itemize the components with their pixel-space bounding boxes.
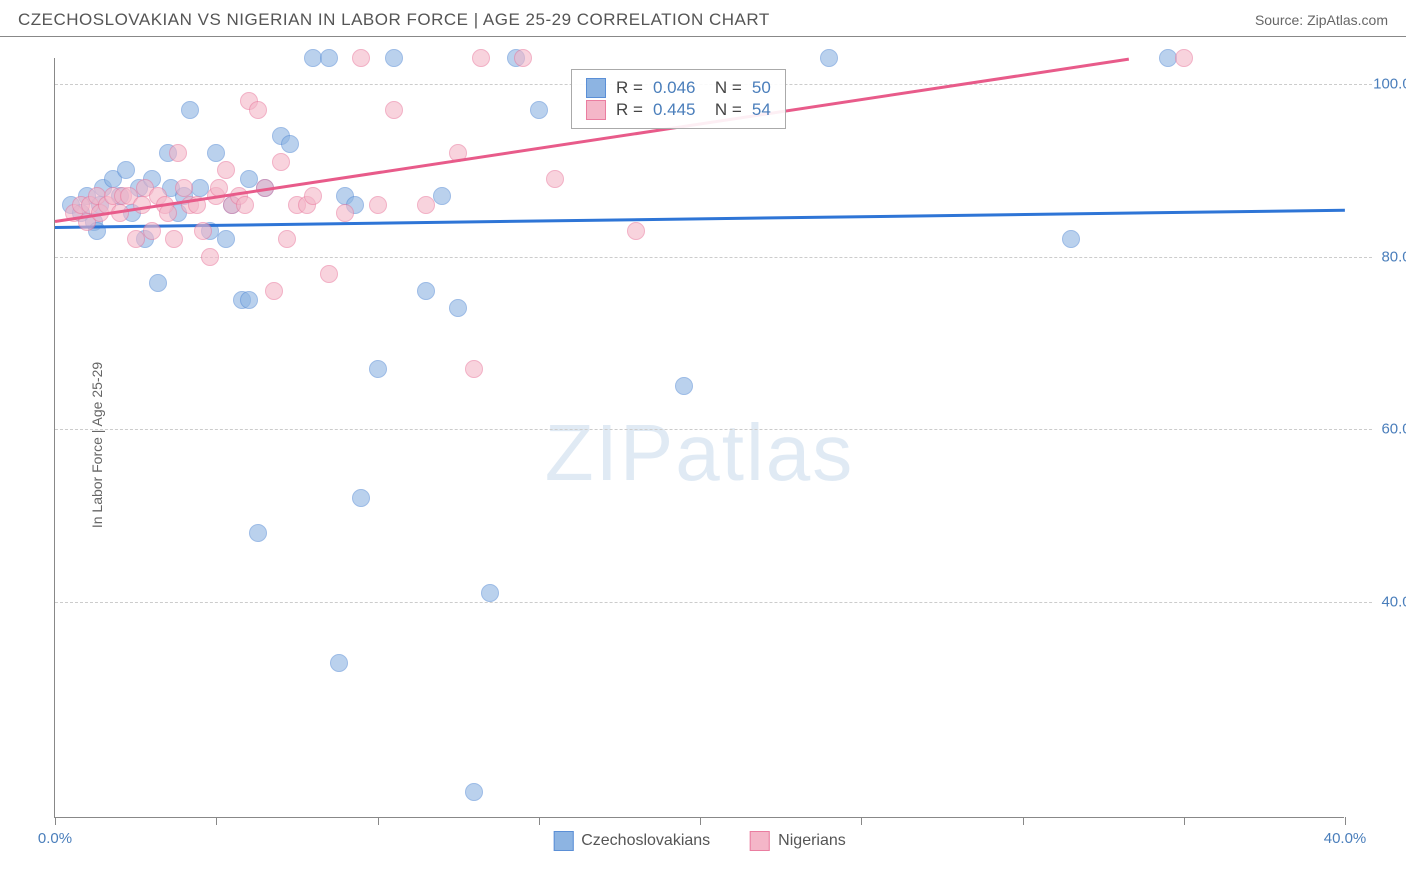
- x-tick: [1023, 817, 1024, 825]
- data-point: [369, 360, 387, 378]
- gridline-h: [55, 429, 1372, 430]
- data-point: [217, 230, 235, 248]
- data-point: [465, 783, 483, 801]
- data-point: [530, 101, 548, 119]
- data-point: [1062, 230, 1080, 248]
- x-tick: [216, 817, 217, 825]
- x-tick: [539, 817, 540, 825]
- data-point: [240, 291, 258, 309]
- chart-header: CZECHOSLOVAKIAN VS NIGERIAN IN LABOR FOR…: [0, 0, 1406, 37]
- stats-r-label: R =: [616, 78, 643, 98]
- stats-row: R = 0.445 N = 54: [586, 100, 771, 120]
- data-point: [352, 489, 370, 507]
- legend-item-czech: Czechoslovakians: [553, 831, 710, 851]
- data-point: [181, 101, 199, 119]
- legend-item-nigerian: Nigerians: [750, 831, 846, 851]
- data-point: [165, 230, 183, 248]
- data-point: [472, 49, 490, 67]
- chart-title: CZECHOSLOVAKIAN VS NIGERIAN IN LABOR FOR…: [18, 10, 770, 30]
- stats-r-value: 0.445: [653, 100, 696, 120]
- data-point: [1175, 49, 1193, 67]
- data-point: [149, 274, 167, 292]
- x-tick: [1345, 817, 1346, 825]
- x-tick: [861, 817, 862, 825]
- gridline-h: [55, 257, 1372, 258]
- stats-swatch: [586, 100, 606, 120]
- legend-swatch-czech: [553, 831, 573, 851]
- stats-r-value: 0.046: [653, 78, 696, 98]
- legend-label-nigerian: Nigerians: [778, 832, 846, 850]
- watermark: ZIPatlas: [545, 407, 854, 499]
- data-point: [249, 101, 267, 119]
- data-point: [236, 196, 254, 214]
- data-point: [175, 179, 193, 197]
- x-tick-label: 40.0%: [1324, 830, 1367, 847]
- x-tick: [378, 817, 379, 825]
- x-tick-label: 0.0%: [38, 830, 72, 847]
- data-point: [514, 49, 532, 67]
- data-point: [127, 230, 145, 248]
- data-point: [265, 282, 283, 300]
- y-tick-label: 40.0%: [1381, 594, 1406, 611]
- data-point: [278, 230, 296, 248]
- data-point: [820, 49, 838, 67]
- stats-swatch: [586, 78, 606, 98]
- data-point: [159, 204, 177, 222]
- data-point: [249, 524, 267, 542]
- y-tick-label: 100.0%: [1373, 75, 1406, 92]
- data-point: [385, 49, 403, 67]
- data-point: [417, 196, 435, 214]
- stats-n-value: 54: [752, 100, 771, 120]
- legend-label-czech: Czechoslovakians: [581, 832, 710, 850]
- data-point: [281, 135, 299, 153]
- data-point: [117, 161, 135, 179]
- data-point: [336, 204, 354, 222]
- data-point: [330, 654, 348, 672]
- data-point: [417, 282, 435, 300]
- data-point: [169, 144, 187, 162]
- data-point: [481, 584, 499, 602]
- data-point: [320, 49, 338, 67]
- data-point: [546, 170, 564, 188]
- data-point: [194, 222, 212, 240]
- data-point: [369, 196, 387, 214]
- chart-area: In Labor Force | Age 25-29 ZIPatlas Czec…: [42, 50, 1382, 840]
- x-tick: [55, 817, 56, 825]
- x-tick: [700, 817, 701, 825]
- bottom-legend: Czechoslovakians Nigerians: [553, 831, 846, 851]
- chart-source: Source: ZipAtlas.com: [1255, 12, 1388, 28]
- gridline-h: [55, 602, 1372, 603]
- data-point: [465, 360, 483, 378]
- data-point: [217, 161, 235, 179]
- stats-n-label: N =: [705, 78, 741, 98]
- data-point: [143, 222, 161, 240]
- data-point: [201, 248, 219, 266]
- data-point: [627, 222, 645, 240]
- stats-box: R = 0.046 N = 50R = 0.445 N = 54: [571, 69, 786, 129]
- y-tick-label: 60.0%: [1381, 421, 1406, 438]
- stats-row: R = 0.046 N = 50: [586, 78, 771, 98]
- x-tick: [1184, 817, 1185, 825]
- legend-swatch-nigerian: [750, 831, 770, 851]
- data-point: [272, 153, 290, 171]
- stats-n-label: N =: [705, 100, 741, 120]
- stats-n-value: 50: [752, 78, 771, 98]
- stats-r-label: R =: [616, 100, 643, 120]
- data-point: [304, 187, 322, 205]
- data-point: [675, 377, 693, 395]
- data-point: [207, 144, 225, 162]
- data-point: [433, 187, 451, 205]
- y-tick-label: 80.0%: [1381, 248, 1406, 265]
- data-point: [449, 299, 467, 317]
- data-point: [320, 265, 338, 283]
- data-point: [352, 49, 370, 67]
- data-point: [385, 101, 403, 119]
- plot-area: ZIPatlas Czechoslovakians Nigerians 40.0…: [54, 58, 1344, 818]
